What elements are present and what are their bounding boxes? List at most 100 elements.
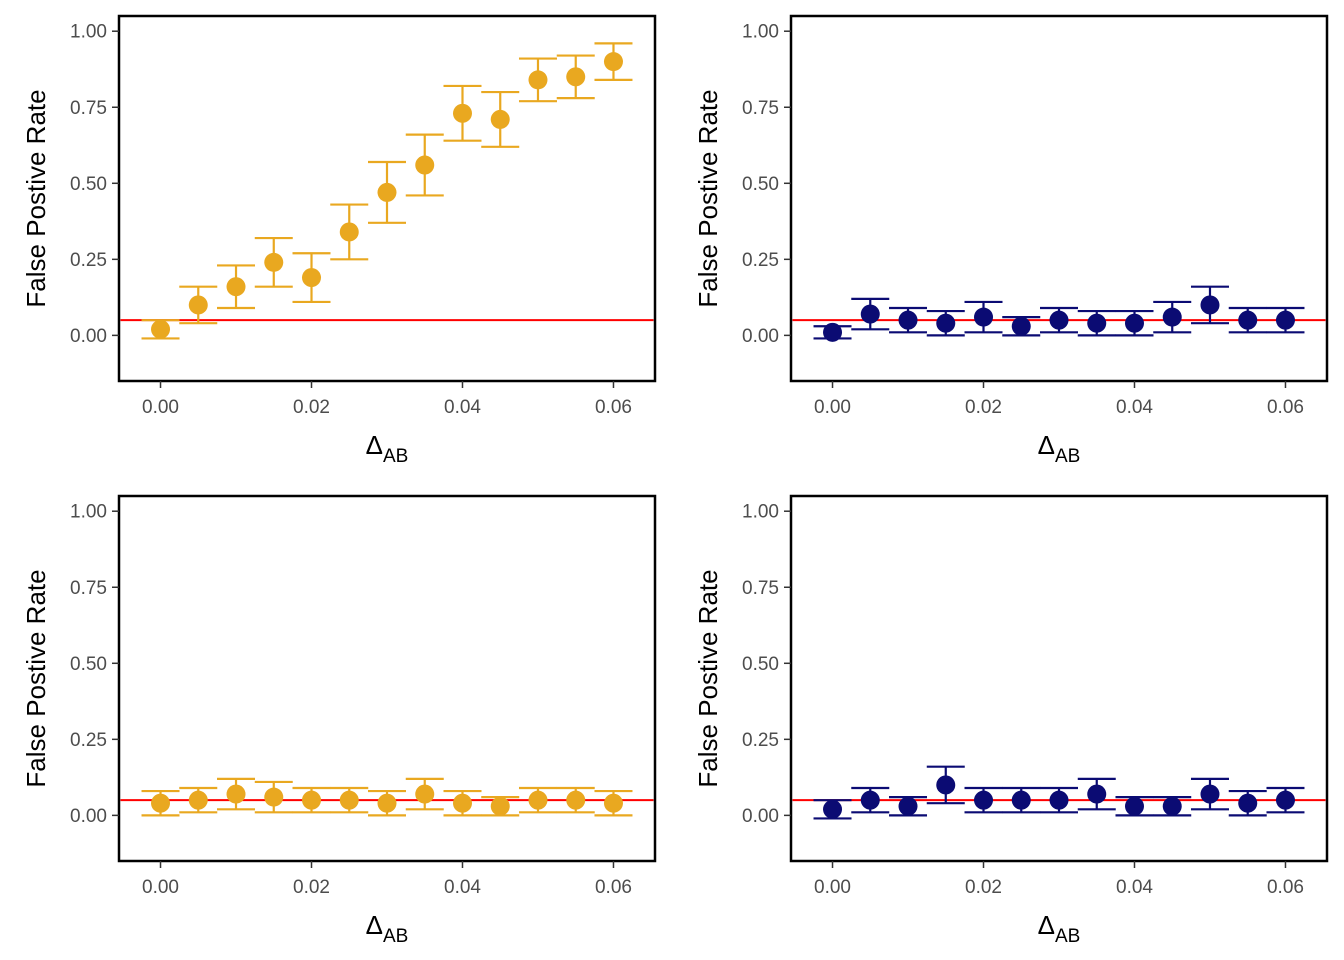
data-point — [188, 295, 208, 315]
data-point — [936, 313, 956, 333]
x-tick-label: 0.00 — [142, 397, 179, 418]
x-tick-label: 0.00 — [142, 877, 179, 898]
x-tick-label: 0.06 — [1267, 397, 1304, 418]
panel-4: 0.00 0.25 0.50 0.75 1.00 0.00 0.02 0.04 0.06 ΔAB F… — [693, 494, 1329, 947]
y-tick-label: 0.50 — [742, 654, 779, 675]
series-1 — [813, 285, 1305, 342]
data-point — [339, 222, 359, 242]
data-point — [1087, 313, 1107, 333]
series-1 — [141, 42, 633, 340]
x-tick-label: 0.02 — [965, 877, 1002, 898]
panel-frame — [117, 494, 657, 863]
data-point — [377, 793, 397, 813]
y-tick-label: 0.75 — [742, 578, 779, 599]
data-point — [415, 784, 435, 804]
data-point — [603, 52, 623, 72]
y-tick-label: 0.00 — [742, 806, 779, 827]
data-point — [898, 796, 918, 816]
y-axis-title: False Postive Rate — [693, 569, 723, 787]
x-tick-label: 0.02 — [293, 877, 330, 898]
data-point — [339, 790, 359, 810]
data-point — [226, 784, 246, 804]
panel-3: 0.00 0.25 0.50 0.75 1.00 0.00 0.02 0.04 0.06 ΔAB F… — [21, 494, 657, 947]
data-point — [974, 307, 994, 327]
data-point — [264, 787, 284, 807]
data-point — [1087, 784, 1107, 804]
y-axis-title: False Postive Rate — [21, 89, 51, 307]
y-tick-label: 0.50 — [70, 654, 107, 675]
x-tick-label: 0.06 — [595, 397, 632, 418]
data-point — [1049, 790, 1069, 810]
data-point — [1200, 784, 1220, 804]
data-point — [603, 793, 623, 813]
y-tick-label: 0.75 — [70, 578, 107, 599]
data-point — [1200, 295, 1220, 315]
y-tick-label: 0.25 — [742, 730, 779, 751]
x-axis-title-symbol: Δ — [366, 910, 383, 940]
data-point — [151, 319, 171, 339]
data-point — [936, 775, 956, 795]
x-axis-title-symbol: Δ — [366, 430, 383, 460]
data-point — [226, 277, 246, 297]
y-tick-label: 0.50 — [70, 174, 107, 195]
y-tick-label: 0.50 — [742, 174, 779, 195]
data-point — [1162, 796, 1182, 816]
data-point — [566, 790, 586, 810]
x-tick-label: 0.06 — [595, 877, 632, 898]
y-tick-label: 0.75 — [742, 98, 779, 119]
x-axis-title-subscript: AB — [383, 926, 408, 947]
data-point — [452, 103, 472, 123]
x-tick-label: 0.04 — [1116, 877, 1153, 898]
data-point — [151, 793, 171, 813]
data-point — [1238, 793, 1258, 813]
x-axis-title-symbol: Δ — [1038, 910, 1055, 940]
x-tick-label: 0.04 — [444, 877, 481, 898]
y-tick-label: 0.00 — [70, 806, 107, 827]
data-point — [566, 67, 586, 87]
data-point — [1238, 310, 1258, 330]
data-point — [528, 70, 548, 90]
y-tick-label: 1.00 — [742, 502, 779, 523]
data-point — [1275, 790, 1295, 810]
y-tick-label: 1.00 — [70, 502, 107, 523]
panel-2: 0.00 0.25 0.50 0.75 1.00 0.00 0.02 0.04 0.06 ΔAB F… — [693, 14, 1329, 467]
x-axis-title-subscript: AB — [383, 446, 408, 467]
data-point — [452, 793, 472, 813]
y-tick-label: 0.25 — [70, 730, 107, 751]
panel-frame — [789, 494, 1329, 863]
data-point — [1124, 313, 1144, 333]
x-tick-label: 0.00 — [814, 877, 851, 898]
x-axis-title-subscript: AB — [1055, 446, 1080, 467]
x-axis-title: ΔAB — [1038, 430, 1081, 467]
x-axis-title-subscript: AB — [1055, 926, 1080, 947]
data-point — [490, 109, 510, 129]
series-1 — [813, 765, 1305, 820]
x-axis-title: ΔAB — [366, 430, 409, 467]
y-tick-label: 0.25 — [742, 250, 779, 271]
data-point — [974, 790, 994, 810]
panel-frame — [117, 14, 657, 383]
data-point — [1124, 796, 1144, 816]
data-point — [1162, 307, 1182, 327]
y-tick-label: 0.75 — [70, 98, 107, 119]
y-axis-title: False Postive Rate — [693, 89, 723, 307]
y-tick-label: 0.00 — [742, 326, 779, 347]
y-tick-label: 1.00 — [742, 22, 779, 43]
x-tick-label: 0.04 — [1116, 397, 1153, 418]
data-point — [823, 322, 843, 342]
data-point — [264, 252, 284, 272]
x-tick-label: 0.00 — [814, 397, 851, 418]
y-axis-title: False Postive Rate — [21, 569, 51, 787]
y-tick-label: 0.25 — [70, 250, 107, 271]
data-point — [898, 310, 918, 330]
x-tick-label: 0.06 — [1267, 877, 1304, 898]
data-point — [188, 790, 208, 810]
x-axis-title: ΔAB — [366, 910, 409, 947]
data-point — [415, 155, 435, 175]
x-tick-label: 0.02 — [293, 397, 330, 418]
data-point — [528, 790, 548, 810]
x-axis-title-symbol: Δ — [1038, 430, 1055, 460]
data-point — [302, 268, 322, 288]
x-tick-label: 0.02 — [965, 397, 1002, 418]
